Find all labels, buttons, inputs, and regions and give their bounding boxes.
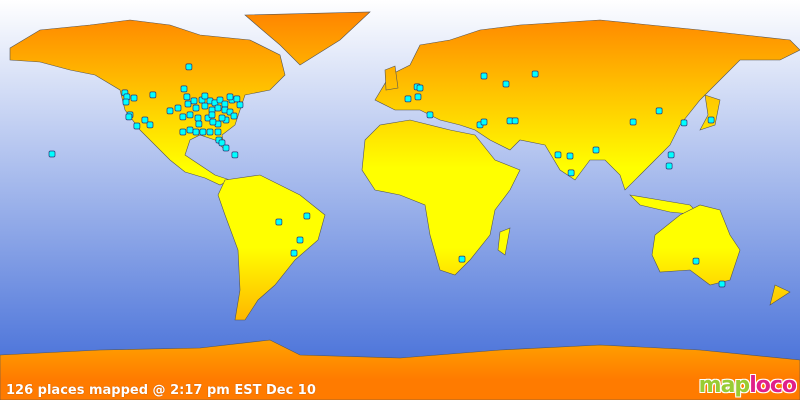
place-marker[interactable] [303, 212, 311, 220]
place-marker[interactable] [180, 85, 188, 93]
place-marker[interactable] [149, 91, 157, 99]
place-marker[interactable] [502, 80, 510, 88]
place-marker[interactable] [206, 128, 214, 136]
place-marker[interactable] [186, 111, 194, 119]
place-marker[interactable] [667, 151, 675, 159]
place-marker[interactable] [290, 249, 298, 257]
place-marker[interactable] [404, 95, 412, 103]
place-marker[interactable] [718, 280, 726, 288]
place-marker[interactable] [141, 116, 149, 124]
maploco-logo[interactable]: maploco [698, 373, 797, 398]
place-marker[interactable] [192, 128, 200, 136]
place-marker[interactable] [426, 111, 434, 119]
place-marker[interactable] [236, 101, 244, 109]
place-marker[interactable] [414, 93, 422, 101]
place-marker[interactable] [179, 113, 187, 121]
place-marker[interactable] [186, 126, 194, 134]
place-marker[interactable] [233, 95, 241, 103]
place-marker[interactable] [194, 114, 202, 122]
place-marker[interactable] [458, 255, 466, 263]
place-marker[interactable] [218, 139, 226, 147]
place-marker[interactable] [222, 144, 230, 152]
place-marker[interactable] [531, 70, 539, 78]
africa [361, 119, 521, 276]
place-marker[interactable] [146, 121, 154, 129]
australia [651, 204, 741, 286]
place-marker[interactable] [201, 102, 209, 110]
place-marker[interactable] [201, 92, 209, 100]
place-marker[interactable] [480, 72, 488, 80]
place-marker[interactable] [218, 114, 226, 122]
place-marker[interactable] [221, 100, 229, 108]
place-marker[interactable] [125, 113, 133, 121]
antarctica [0, 339, 800, 400]
greenland [244, 11, 371, 66]
place-marker[interactable] [275, 218, 283, 226]
place-marker[interactable] [133, 122, 141, 130]
place-marker[interactable] [184, 100, 192, 108]
place-marker[interactable] [179, 128, 187, 136]
place-marker[interactable] [183, 93, 191, 101]
place-marker[interactable] [190, 97, 198, 105]
japan [699, 94, 721, 131]
place-marker[interactable] [655, 107, 663, 115]
place-marker[interactable] [48, 150, 56, 158]
new-zealand [769, 284, 791, 306]
place-marker[interactable] [231, 151, 239, 159]
place-marker[interactable] [567, 169, 575, 177]
place-marker[interactable] [707, 116, 715, 124]
place-marker[interactable] [214, 104, 222, 112]
logo-loco: loco [749, 373, 797, 398]
uk [384, 65, 399, 91]
places-mapped-caption: 126 places mapped @ 2:17 pm EST Dec 10 [6, 383, 316, 398]
place-marker[interactable] [208, 111, 216, 119]
place-marker[interactable] [592, 146, 600, 154]
place-marker[interactable] [296, 236, 304, 244]
place-marker[interactable] [665, 162, 673, 170]
logo-map: map [698, 373, 751, 398]
place-marker[interactable] [130, 94, 138, 102]
place-marker[interactable] [554, 151, 562, 159]
eurasia [374, 19, 800, 191]
place-marker[interactable] [174, 104, 182, 112]
place-marker[interactable] [214, 128, 222, 136]
place-marker[interactable] [226, 93, 234, 101]
place-marker[interactable] [566, 152, 574, 160]
place-marker[interactable] [166, 107, 174, 115]
place-marker[interactable] [185, 63, 193, 71]
place-marker[interactable] [122, 98, 130, 106]
place-marker[interactable] [192, 104, 200, 112]
landmasses [0, 11, 800, 400]
place-marker[interactable] [216, 96, 224, 104]
place-marker[interactable] [230, 112, 238, 120]
place-marker[interactable] [511, 117, 519, 125]
place-marker[interactable] [199, 128, 207, 136]
place-marker[interactable] [416, 84, 424, 92]
place-marker[interactable] [680, 119, 688, 127]
place-marker[interactable] [692, 257, 700, 265]
madagascar [497, 227, 511, 256]
place-marker[interactable] [209, 118, 217, 126]
place-marker[interactable] [480, 118, 488, 126]
place-marker[interactable] [629, 118, 637, 126]
place-marker[interactable] [195, 120, 203, 128]
south-america [217, 174, 326, 321]
markers [48, 63, 726, 288]
